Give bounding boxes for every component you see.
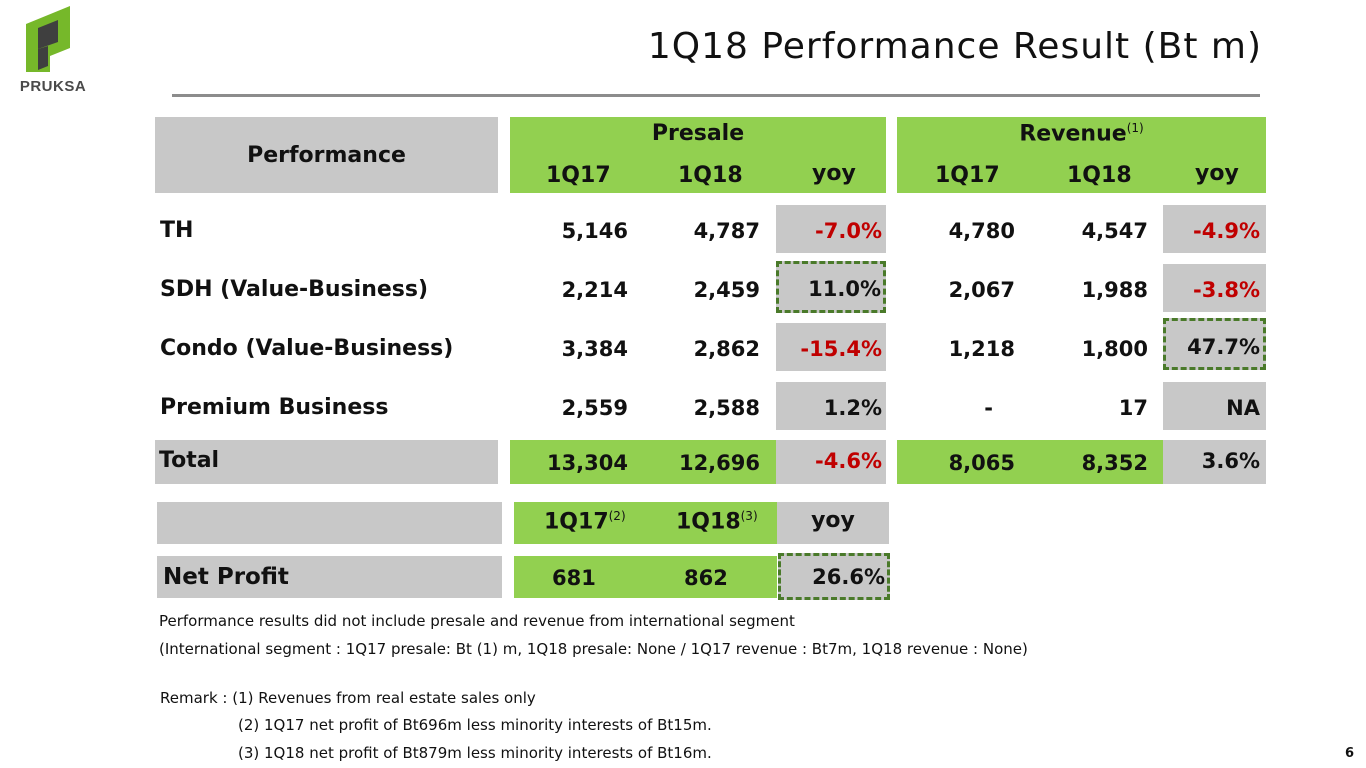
net-profit-footnote-3: (3) [740,509,758,523]
th-presale-1q17: 5,146 [561,219,628,243]
net-profit-col-yoy: yoy [811,508,855,533]
revenue-footnote-mark: (1) [1126,121,1144,135]
row-label-sdh: SDH (Value-Business) [160,277,429,302]
revenue-header-cell: Revenue(1) 1Q17 1Q18 yoy [897,117,1266,193]
condo-revenue-yoy: 47.7% [1187,335,1260,359]
premium-revenue-1q17: - [984,396,993,420]
net-profit-col-1q17-label: 1Q17 [544,509,609,535]
sdh-presale-yoy: 11.0% [808,277,881,301]
revenue-header-label: Revenue [1019,121,1127,147]
revenue-col-1q17: 1Q17 [935,163,1000,188]
sdh-presale-1q18: 2,459 [693,278,760,302]
premium-presale-yoy: 1.2% [823,396,882,420]
total-presale-yoy: -4.6% [815,449,882,473]
title-divider [172,94,1260,97]
net-profit-footnote-2: (2) [608,509,626,523]
remark-line-1: Remark : (1) Revenues from real estate s… [160,689,536,707]
revenue-col-1q18: 1Q18 [1067,163,1132,188]
performance-header: Performance [247,143,406,168]
row-label-premium: Premium Business [160,395,389,420]
presale-col-1q17: 1Q17 [546,163,611,188]
row-label-total: Total [159,448,220,473]
presale-col-1q18: 1Q18 [678,163,743,188]
th-presale-yoy: -7.0% [815,219,882,243]
net-profit-yoy-cell-highlighted: 26.6% [778,553,890,600]
condo-presale-yoy: -15.4% [800,337,882,361]
th-presale-yoy-cell: -7.0% [776,205,886,253]
presale-col-yoy: yoy [812,161,856,186]
net-profit-col-1q18-label: 1Q18 [676,509,741,535]
total-revenue-cell [897,440,1163,484]
total-revenue-yoy: 3.6% [1201,449,1260,473]
premium-presale-1q17: 2,559 [561,396,628,420]
remark-1-text: (1) Revenues from real estate sales only [232,689,536,707]
remark-line-2: (2) 1Q17 net profit of Bt696m less minor… [238,716,712,734]
revenue-col-yoy: yoy [1195,161,1239,186]
brand-name: PRUKSA [19,78,87,95]
premium-revenue-yoy: NA [1226,396,1260,420]
th-presale-1q18: 4,787 [693,219,760,243]
total-presale-cell [510,440,776,484]
condo-presale-yoy-cell: -15.4% [776,323,886,371]
condo-presale-1q17: 3,384 [561,337,628,361]
total-revenue-yoy-cell: 3.6% [1163,440,1266,484]
logo-mark-icon [26,6,70,72]
sdh-revenue-yoy-cell: -3.8% [1163,264,1266,312]
row-label-th: TH [160,218,194,243]
net-profit-values-cell: 681 862 [514,556,777,598]
premium-revenue-1q18: 17 [1118,396,1148,420]
net-profit-1q17: 681 [552,566,596,590]
premium-revenue-yoy-cell: NA [1163,382,1266,430]
net-profit-header-blank [157,502,502,544]
page-title: 1Q18 Performance Result (Bt m) [647,26,1262,67]
net-profit-label: Net Profit [163,564,289,590]
net-profit-col-1q17: 1Q17(2) [544,509,626,534]
net-profit-col-1q18: 1Q18(3) [676,509,758,534]
condo-revenue-1q17: 1,218 [948,337,1015,361]
revenue-header: Revenue(1) [897,121,1266,146]
condo-presale-1q18: 2,862 [693,337,760,361]
sdh-revenue-yoy: -3.8% [1193,278,1260,302]
condo-revenue-1q18: 1,800 [1081,337,1148,361]
note-line-1: Performance results did not include pres… [159,612,795,630]
remark-prefix: Remark : [160,689,228,707]
sdh-revenue-1q17: 2,067 [948,278,1015,302]
row-label-condo: Condo (Value-Business) [160,336,454,361]
th-revenue-yoy: -4.9% [1193,219,1260,243]
sdh-presale-yoy-cell-highlighted: 11.0% [776,261,886,313]
presale-header: Presale [651,121,745,146]
total-presale-1q17: 13,304 [546,451,628,475]
page-number: 6 [1344,746,1354,761]
total-label-cell: Total [155,440,498,484]
condo-revenue-yoy-cell-highlighted: 47.7% [1163,318,1266,370]
th-revenue-1q17: 4,780 [948,219,1015,243]
net-profit-1q18: 862 [684,566,728,590]
sdh-revenue-1q18: 1,988 [1081,278,1148,302]
th-revenue-1q18: 4,547 [1081,219,1148,243]
sdh-presale-1q17: 2,214 [561,278,628,302]
total-presale-1q18: 12,696 [678,451,760,475]
total-revenue-1q18: 8,352 [1081,451,1148,475]
performance-header-cell: Performance [155,117,498,193]
total-presale-yoy-cell: -4.6% [776,440,886,484]
th-revenue-yoy-cell: -4.9% [1163,205,1266,253]
net-profit-label-cell: Net Profit [157,556,502,598]
net-profit-yoy-header-cell: yoy [777,502,889,544]
presale-header-cell: Presale 1Q17 1Q18 yoy [510,117,886,193]
net-profit-yoy: 26.6% [812,565,885,589]
premium-presale-1q18: 2,588 [693,396,760,420]
premium-presale-yoy-cell: 1.2% [776,382,886,430]
pruksa-logo: PRUKSA [18,6,88,98]
remark-line-3: (3) 1Q18 net profit of Bt879m less minor… [238,744,712,762]
total-revenue-1q17: 8,065 [948,451,1015,475]
net-profit-header-cell: 1Q17(2) 1Q18(3) [514,502,777,544]
note-line-2: (International segment : 1Q17 presale: B… [159,640,1028,658]
